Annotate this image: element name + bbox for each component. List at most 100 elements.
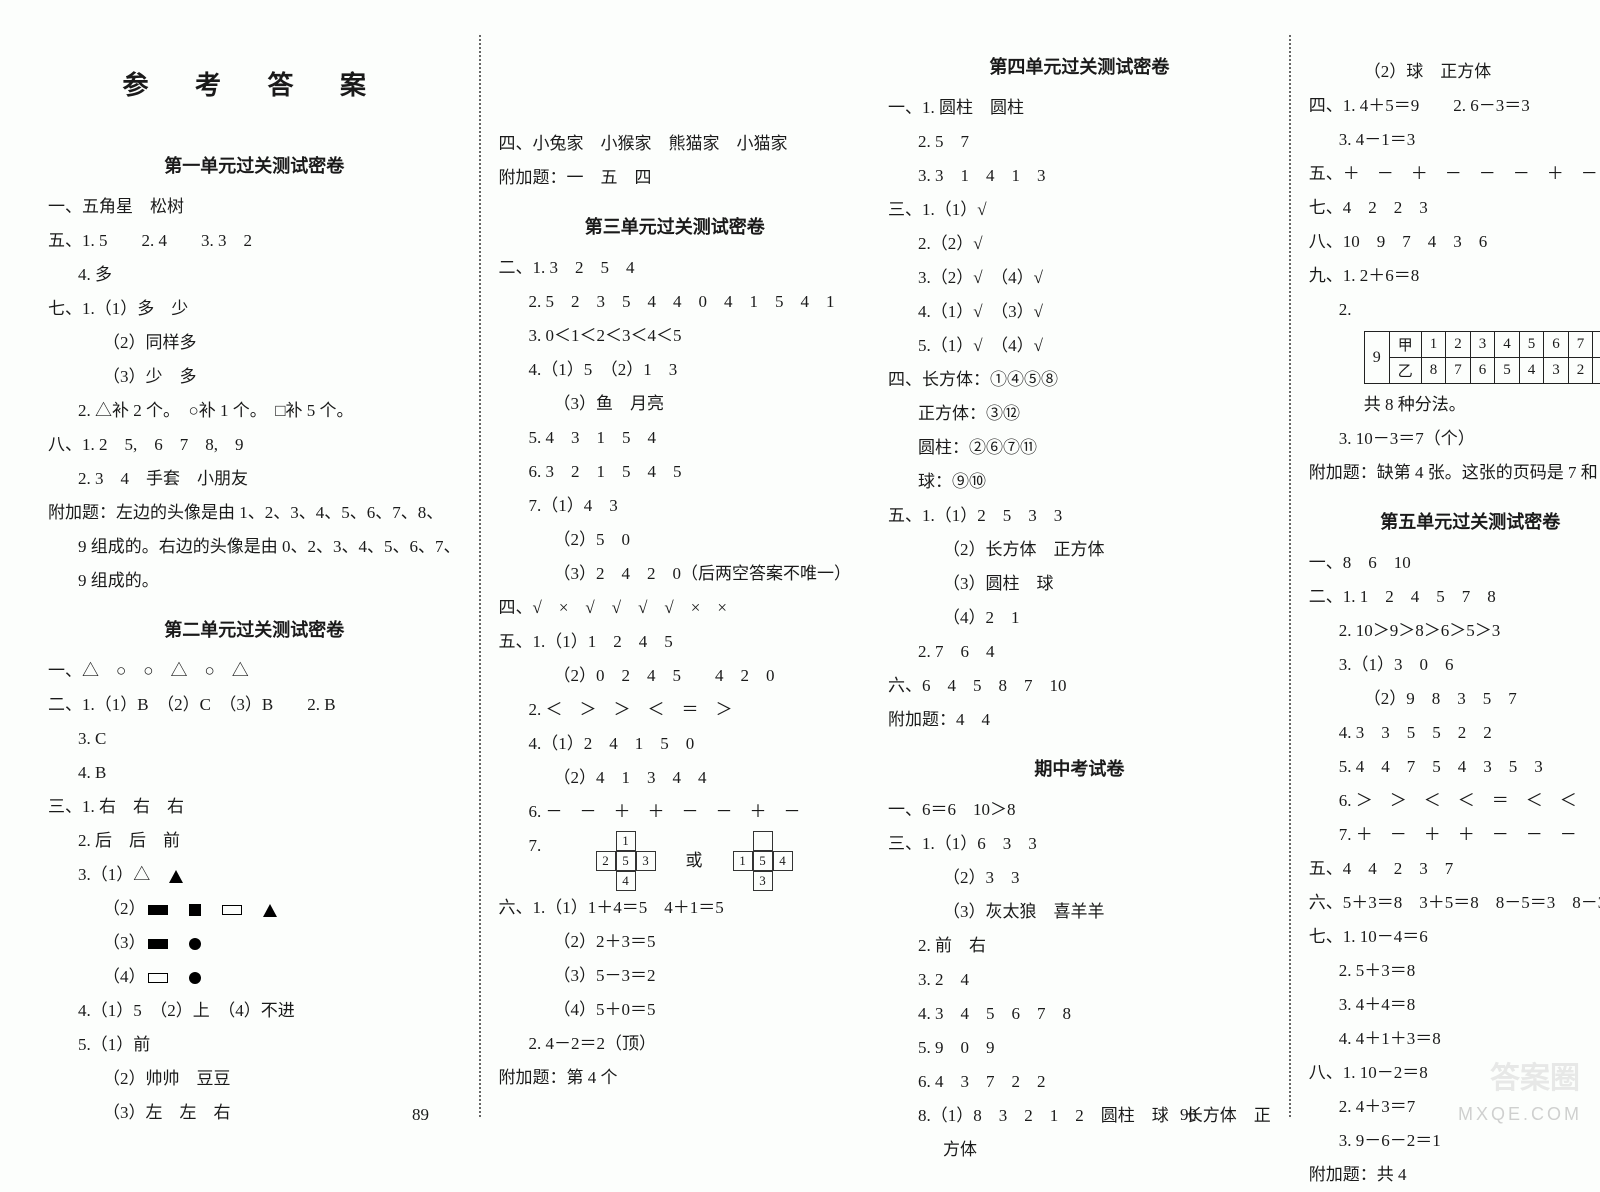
text-line: 3. 4－1＝3 xyxy=(1309,123,1600,157)
sub-label: （3） xyxy=(103,933,146,952)
text-line: 4.（1）√ （3）√ xyxy=(888,295,1271,329)
text-line: 7.（1）4 3 xyxy=(499,489,852,523)
text-line: 3. 4＋4＝8 xyxy=(1309,988,1600,1022)
text-line: 六、5＋3＝8 3＋5＝8 8－5＝3 8－3＝5 xyxy=(1309,886,1600,920)
cell: 4 xyxy=(616,871,636,891)
rect-open-icon xyxy=(222,905,242,915)
text-line: 二、1. 1 2 4 5 7 8 xyxy=(1309,580,1600,614)
rect-open-icon xyxy=(148,973,168,983)
sub-label: 2. xyxy=(1339,300,1352,319)
text-line: 9 组成的。 xyxy=(48,564,461,598)
text-line: 2. ＜ ＞ ＞ ＜ ＝ ＞ xyxy=(499,693,852,727)
text-line: 九、1. 2＋6＝8 xyxy=(1309,259,1600,293)
text-line: 一、8 6 10 xyxy=(1309,546,1600,580)
text-line: 7. 1 253 4 或 154 3 xyxy=(499,829,852,891)
text-line: 3.（1）3 0 6 xyxy=(1309,648,1600,682)
text-line: 2. 5＋3＝8 xyxy=(1309,954,1600,988)
text-line: 二、1. 3 2 5 4 xyxy=(499,251,852,285)
text-line: 4. 4＋1＋3＝8 xyxy=(1309,1022,1600,1056)
column-2: 四、小兔家 小猴家 熊猫家 小猫家 附加题：一 五 四 第三单元过关测试密卷 二… xyxy=(481,35,871,1117)
text-line: 6. 4 3 7 2 2 xyxy=(888,1065,1271,1099)
text-line: （2）帅帅 豆豆 xyxy=(48,1062,461,1096)
column-3: 第四单元过关测试密卷 一、1. 圆柱 圆柱 2. 5 7 3. 3 1 4 1 … xyxy=(870,35,1291,1117)
cell: 1 xyxy=(733,851,753,871)
text-line: 4. B xyxy=(48,756,461,790)
section-2-title: 第二单元过关测试密卷 xyxy=(48,616,461,642)
sub-label: （2） xyxy=(103,899,146,918)
text-line: 附加题：缺第 4 张。这张的页码是 7 和 8。 xyxy=(1309,456,1600,490)
text-line: （3）圆柱 球 xyxy=(888,567,1271,601)
text-line: （4） xyxy=(48,960,461,994)
cell: 2 xyxy=(596,851,616,871)
table-cell: 6 xyxy=(1470,358,1495,384)
circle-fill-icon xyxy=(189,938,201,950)
text-line: 3.（2）√ （4）√ xyxy=(888,261,1271,295)
cross-diagram-2: 154 3 xyxy=(733,831,793,891)
table-cell: 2 xyxy=(1568,358,1593,384)
table-left: 9 xyxy=(1364,332,1389,384)
rect-fill-icon xyxy=(148,939,168,949)
text-line: 2. 前 右 xyxy=(888,929,1271,963)
sub-label: 7. xyxy=(529,836,542,855)
text-line: 5. 9 0 9 xyxy=(888,1031,1271,1065)
text-line: 圆柱：②⑥⑦⑪ xyxy=(888,431,1271,465)
section-3-title: 第三单元过关测试密卷 xyxy=(499,213,852,239)
text-line: （2）长方体 正方体 xyxy=(888,533,1271,567)
text-line: 6. ＞ ＞ ＜ ＜ ＝ ＜ ＜ xyxy=(1309,784,1600,818)
section-5-title: 第五单元过关测试密卷 xyxy=(1309,508,1600,534)
text-line: 2. △补 2 个。 ○补 1 个。 □补 5 个。 xyxy=(48,394,461,428)
table-cell: 4 xyxy=(1495,332,1520,358)
cell: 3 xyxy=(753,871,773,891)
text-line: 六、1.（1）1＋4＝5 4＋1＝5 xyxy=(499,891,852,925)
text-line: （3）少 多 xyxy=(48,360,461,394)
text-line: 四、小兔家 小猴家 熊猫家 小猫家 xyxy=(499,127,852,161)
text-line: 2. 5 2 3 5 4 4 0 4 1 5 4 1 xyxy=(499,285,852,319)
text-line: 8.（1）8 3 2 1 2 圆柱 球 长方体 正 xyxy=(888,1099,1271,1133)
text-line: 五、4 4 2 3 7 xyxy=(1309,852,1600,886)
text-line: 3. 0＜1＜2＜3＜4＜5 xyxy=(499,319,852,353)
section-1-title: 第一单元过关测试密卷 xyxy=(48,152,461,178)
text-line: 一、1. 圆柱 圆柱 xyxy=(888,91,1271,125)
text-line: 方体 xyxy=(888,1133,1271,1167)
text-line: 四、√ × √ √ √ √ × × xyxy=(499,591,852,625)
section-4-title: 第四单元过关测试密卷 xyxy=(888,53,1271,79)
text-line: 2. 7 6 4 xyxy=(888,635,1271,669)
text-line: （3） xyxy=(48,926,461,960)
text-line: （2）3 3 xyxy=(888,861,1271,895)
text-line: （3）5－3＝2 xyxy=(499,959,852,993)
table-row-label: 甲 xyxy=(1389,332,1421,358)
table-cell: 8 xyxy=(1593,332,1600,358)
text-line: 4.（1）5 （2）1 3 xyxy=(499,353,852,387)
text-line: （4）5＋0＝5 xyxy=(499,993,852,1027)
cross-diagram-1: 1 253 4 xyxy=(596,831,656,891)
text-line: 2. 10＞9＞8＞6＞5＞3 xyxy=(1309,614,1600,648)
cell: 4 xyxy=(773,851,793,871)
text-line: 4.（1）2 4 1 5 0 xyxy=(499,727,852,761)
table-cell: 3 xyxy=(1470,332,1495,358)
text-line: 三、1. 右 右 右 xyxy=(48,790,461,824)
text-line: 五、1. 5 2. 4 3. 3 2 xyxy=(48,224,461,258)
text-line: 2. 后 后 前 xyxy=(48,824,461,858)
or-label: 或 xyxy=(686,844,703,878)
text-line: 3. 2 4 xyxy=(888,963,1271,997)
page-number-89: 89 xyxy=(412,1105,429,1125)
text-line: （2）球 正方体 xyxy=(1309,55,1600,89)
text-line: （2） xyxy=(48,892,461,926)
watermark-chars: 答案圈 xyxy=(1490,1053,1580,1097)
text-line: （2）2＋3＝5 xyxy=(499,925,852,959)
table-cell: 1 xyxy=(1421,332,1446,358)
text-line: （2）9 8 3 5 7 xyxy=(1309,682,1600,716)
text-line: （2）5 0 xyxy=(499,523,852,557)
section-mid-title: 期中考试卷 xyxy=(888,755,1271,781)
text-line: 三、1.（1）6 3 3 xyxy=(888,827,1271,861)
text-line: 2.（2）√ xyxy=(888,227,1271,261)
text-line: 2. 4－2＝2（顶） xyxy=(499,1027,852,1061)
table-cell: 6 xyxy=(1544,332,1569,358)
table-cell: 3 xyxy=(1544,358,1569,384)
main-title: 参 考 答 案 xyxy=(48,65,461,102)
text-line: 5. 4 4 7 5 4 3 5 3 xyxy=(1309,750,1600,784)
text-line: 六、6 4 5 8 7 10 xyxy=(888,669,1271,703)
text-line: 一、五角星 松树 xyxy=(48,190,461,224)
sub-label: 3.（1）△ xyxy=(78,865,167,884)
text-line: （3）鱼 月亮 xyxy=(499,387,852,421)
